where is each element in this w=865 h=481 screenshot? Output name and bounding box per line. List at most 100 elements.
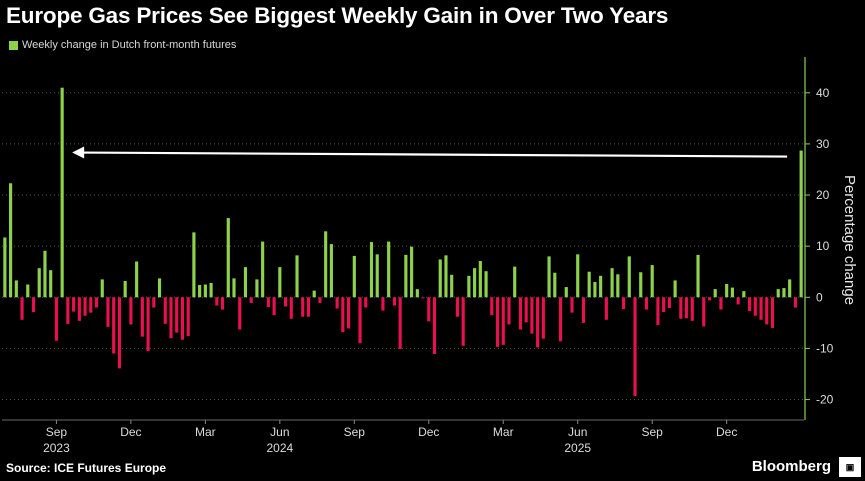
bar bbox=[289, 297, 293, 319]
bar bbox=[730, 287, 734, 298]
bar bbox=[438, 259, 442, 298]
y-axis-title: Percentage change bbox=[841, 175, 858, 305]
legend-label: Weekly change in Dutch front-month futur… bbox=[22, 39, 237, 51]
y-tick-label: -20 bbox=[816, 393, 834, 407]
bar bbox=[203, 284, 207, 298]
bar bbox=[467, 275, 471, 298]
bar bbox=[43, 250, 47, 298]
x-tick-label: Dec bbox=[120, 425, 141, 439]
arrow-head bbox=[72, 146, 85, 159]
bar bbox=[364, 297, 368, 308]
bar bbox=[742, 291, 746, 298]
bar bbox=[3, 237, 7, 298]
bar bbox=[753, 297, 757, 316]
bar bbox=[9, 183, 13, 298]
x-year-label: 2023 bbox=[43, 441, 70, 455]
x-tick-label: Sep bbox=[46, 425, 68, 439]
x-tick-label: Dec bbox=[716, 425, 737, 439]
bar bbox=[702, 297, 706, 327]
arrow-line bbox=[80, 151, 788, 158]
bar bbox=[209, 282, 213, 298]
source-note: Source: ICE Futures Europe bbox=[6, 461, 167, 475]
x-tick-label: Jun bbox=[568, 425, 587, 439]
bar bbox=[427, 297, 431, 322]
bar bbox=[507, 297, 511, 325]
bar bbox=[587, 271, 591, 298]
bar bbox=[404, 254, 408, 298]
bar bbox=[278, 267, 282, 298]
x-tick-label: Mar bbox=[195, 425, 216, 439]
bar bbox=[146, 297, 150, 351]
bar bbox=[324, 231, 328, 298]
x-tick-label: Jun bbox=[270, 425, 289, 439]
bar bbox=[312, 290, 316, 298]
bar bbox=[54, 297, 58, 341]
bar bbox=[255, 279, 259, 298]
bar bbox=[593, 281, 597, 298]
y-tick-label: -10 bbox=[816, 341, 834, 355]
bar bbox=[513, 266, 517, 298]
bar bbox=[684, 297, 689, 319]
annotation-arrow bbox=[72, 146, 788, 159]
bar bbox=[72, 297, 76, 312]
bar bbox=[60, 87, 64, 298]
bar bbox=[152, 297, 156, 308]
bar bbox=[381, 297, 385, 311]
bar bbox=[398, 297, 402, 349]
bar bbox=[662, 297, 666, 313]
y-tick-label: 0 bbox=[816, 290, 823, 304]
bar bbox=[501, 297, 505, 345]
bar bbox=[83, 297, 87, 316]
bar bbox=[89, 297, 93, 313]
bar bbox=[232, 278, 236, 298]
bar bbox=[77, 297, 81, 321]
bar bbox=[490, 297, 494, 316]
bar bbox=[175, 297, 179, 333]
x-tick-label: Dec bbox=[418, 425, 439, 439]
legend-swatch bbox=[9, 40, 18, 50]
bar bbox=[547, 256, 551, 298]
bar bbox=[283, 297, 288, 307]
bar bbox=[238, 297, 242, 330]
bar bbox=[765, 297, 769, 325]
bar bbox=[564, 287, 568, 298]
bar bbox=[599, 275, 603, 298]
bar bbox=[793, 297, 797, 308]
y-tick-label: 30 bbox=[816, 137, 830, 151]
bar bbox=[117, 297, 122, 369]
bar bbox=[261, 241, 265, 298]
bar bbox=[415, 289, 419, 298]
bar bbox=[518, 297, 523, 330]
bar bbox=[186, 297, 190, 337]
bar bbox=[696, 254, 700, 298]
bar bbox=[266, 297, 270, 308]
bar bbox=[410, 246, 414, 298]
bar bbox=[673, 280, 677, 298]
bar bbox=[759, 297, 763, 320]
bar bbox=[215, 297, 219, 306]
bar bbox=[788, 279, 792, 298]
bar bbox=[180, 297, 185, 340]
bar bbox=[243, 267, 248, 298]
bar bbox=[450, 274, 454, 298]
bar bbox=[719, 297, 723, 310]
y-tick-label: 40 bbox=[816, 86, 830, 100]
x-tick-label: Sep bbox=[344, 425, 366, 439]
bar bbox=[558, 297, 563, 342]
bar bbox=[707, 297, 712, 301]
bar bbox=[621, 297, 626, 310]
bar bbox=[610, 268, 614, 298]
bar bbox=[352, 255, 356, 298]
x-tick-label: Mar bbox=[493, 425, 514, 439]
bar bbox=[627, 256, 631, 298]
bar bbox=[799, 150, 803, 298]
bar bbox=[616, 274, 620, 298]
bar bbox=[656, 297, 660, 325]
bar bbox=[140, 297, 144, 337]
bar bbox=[301, 297, 305, 317]
bar bbox=[358, 297, 362, 344]
bar bbox=[37, 268, 41, 298]
bar bbox=[644, 297, 649, 310]
bar bbox=[782, 288, 786, 298]
bar bbox=[633, 297, 637, 396]
